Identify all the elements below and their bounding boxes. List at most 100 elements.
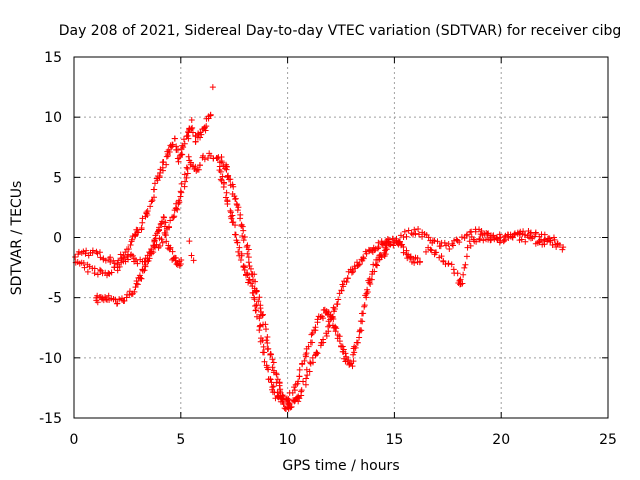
data-point (359, 318, 366, 325)
data-point (463, 253, 470, 260)
data-point (407, 253, 414, 260)
data-point (358, 327, 365, 334)
data-point (207, 111, 214, 118)
data-point (228, 215, 235, 222)
data-point (150, 242, 157, 249)
data-point (308, 331, 315, 338)
x-tick-label: 10 (279, 432, 297, 448)
data-point (188, 125, 195, 132)
data-point (479, 232, 486, 239)
data-point (453, 236, 460, 243)
data-point (323, 333, 330, 340)
data-point (94, 271, 101, 278)
data-point (134, 281, 141, 288)
y-tick-label: 0 (53, 231, 62, 247)
data-point (356, 261, 363, 268)
data-point (94, 292, 101, 299)
data-point (517, 231, 524, 238)
data-point (238, 252, 245, 259)
plot-frame (73, 56, 609, 419)
data-point (103, 296, 110, 303)
data-point (333, 301, 340, 308)
data-point (396, 238, 403, 245)
data-point (478, 227, 485, 234)
data-point (351, 349, 358, 356)
data-point (445, 260, 452, 267)
grid-lines (74, 57, 608, 418)
data-point (403, 233, 410, 240)
data-point (270, 359, 277, 366)
data-point (368, 276, 375, 283)
data-point (286, 400, 293, 407)
data-point (230, 219, 237, 226)
data-point (331, 306, 338, 313)
data-point (265, 345, 272, 352)
data-point (214, 155, 221, 162)
data-point (544, 238, 551, 245)
data-point (296, 366, 303, 373)
data-point (462, 261, 469, 268)
data-point (169, 248, 176, 255)
data-point (456, 239, 463, 246)
data-point (419, 233, 426, 240)
data-point (116, 263, 123, 270)
data-point (256, 294, 263, 301)
data-point (350, 358, 357, 365)
data-point (162, 230, 169, 237)
data-point (276, 382, 283, 389)
data-point (252, 278, 259, 285)
data-point (136, 272, 143, 279)
data-point (278, 395, 285, 402)
data-point (330, 304, 337, 311)
data-point (171, 135, 178, 142)
data-point (160, 214, 167, 221)
data-point (431, 237, 438, 244)
data-point (268, 379, 275, 386)
data-point (229, 212, 236, 219)
data-point (187, 159, 194, 166)
data-point (412, 230, 419, 237)
data-point (227, 176, 234, 183)
data-point (183, 164, 190, 171)
data-point (222, 194, 229, 201)
data-point (390, 242, 397, 249)
data-point (386, 236, 393, 243)
x-tick-label: 20 (492, 432, 510, 448)
data-point (112, 296, 119, 303)
x-tick-label: 0 (70, 432, 79, 448)
data-point (216, 167, 223, 174)
data-point (464, 244, 471, 251)
data-point (169, 141, 176, 148)
data-point (273, 371, 280, 378)
data-point (400, 244, 407, 251)
data-point (188, 116, 195, 123)
data-point (127, 242, 134, 249)
data-point (262, 326, 269, 333)
data-point (256, 315, 263, 322)
data-point (497, 234, 504, 241)
data-point (270, 383, 277, 390)
data-point (94, 299, 101, 306)
data-point (240, 237, 247, 244)
data-point (240, 227, 247, 234)
data-point (177, 260, 184, 267)
data-point (218, 158, 225, 165)
data-point (405, 227, 412, 234)
data-point (434, 238, 441, 245)
data-point (511, 231, 518, 238)
data-point (129, 252, 136, 259)
data-point (159, 167, 166, 174)
data-point (532, 230, 539, 237)
data-point (325, 323, 332, 330)
data-point (250, 289, 257, 296)
data-point (237, 256, 244, 263)
data-point (547, 237, 554, 244)
data-point (179, 151, 186, 158)
data-point (267, 375, 274, 382)
data-point (171, 213, 178, 220)
data-point (403, 247, 410, 254)
data-point (233, 201, 240, 208)
data-point (303, 375, 310, 382)
data-point (371, 268, 378, 275)
data-point (235, 248, 242, 255)
